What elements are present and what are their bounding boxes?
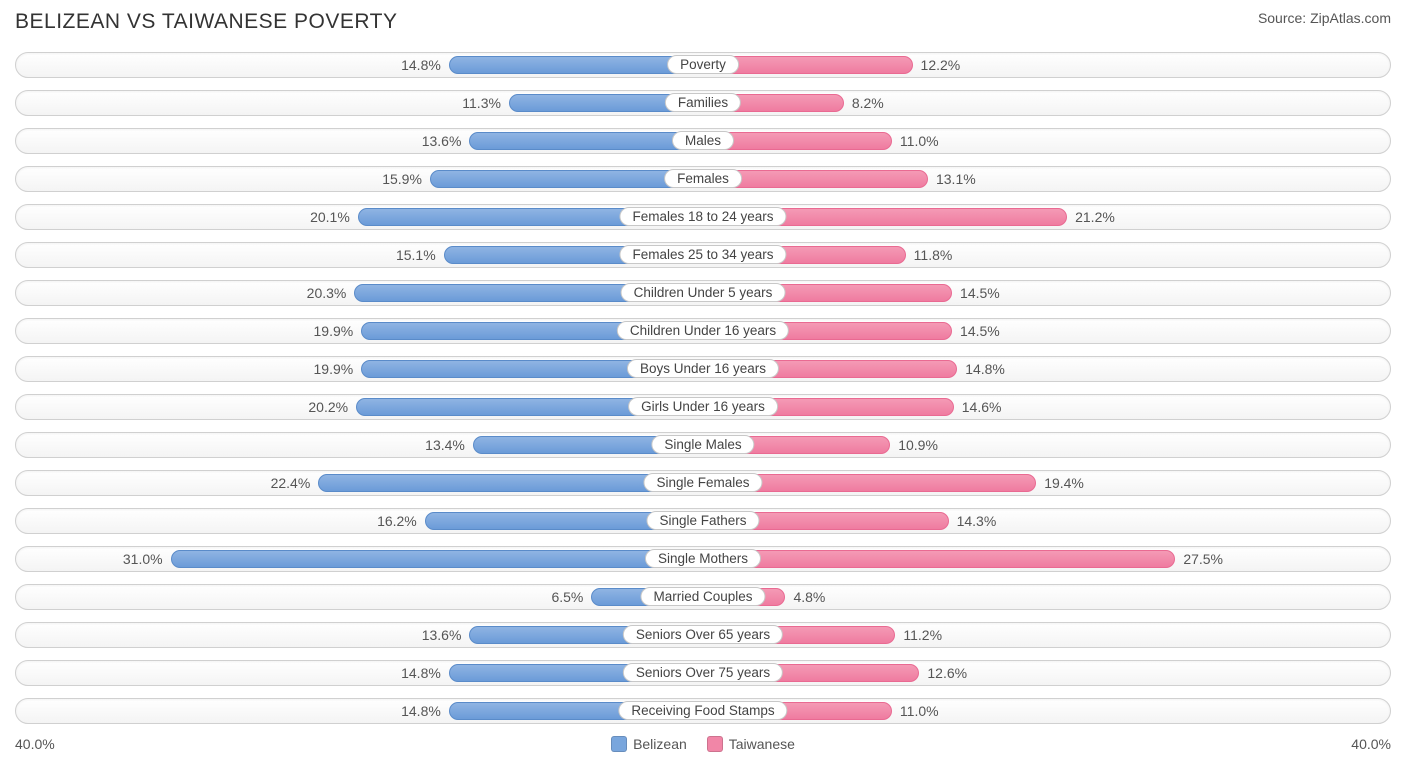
- category-label: Boys Under 16 years: [627, 359, 779, 378]
- bar-left: [469, 132, 703, 150]
- legend-swatch-right: [707, 736, 723, 752]
- category-label: Seniors Over 65 years: [623, 625, 783, 644]
- bar-left: [449, 56, 703, 74]
- value-label-left: 16.2%: [377, 513, 417, 529]
- bar-row: 31.0% 27.5% Single Mothers: [15, 546, 1391, 572]
- bar-row: 16.2% 14.3% Single Fathers: [15, 508, 1391, 534]
- bar-row: 15.9% 13.1% Females: [15, 166, 1391, 192]
- category-label: Females: [664, 169, 742, 188]
- value-label-right: 11.0%: [900, 133, 939, 149]
- value-label-left: 11.3%: [462, 95, 501, 111]
- value-label-right: 11.0%: [900, 703, 939, 719]
- value-label-left: 13.6%: [422, 627, 462, 643]
- bar-row: 19.9% 14.8% Boys Under 16 years: [15, 356, 1391, 382]
- value-label-right: 11.8%: [914, 247, 953, 263]
- category-label: Families: [665, 93, 741, 112]
- chart-title: BELIZEAN VS TAIWANESE POVERTY: [15, 10, 398, 34]
- bar-row: 13.4% 10.9% Single Males: [15, 432, 1391, 458]
- bar-row: 13.6% 11.0% Males: [15, 128, 1391, 154]
- value-label-left: 13.4%: [425, 437, 465, 453]
- value-label-right: 11.2%: [903, 627, 942, 643]
- legend: Belizean Taiwanese: [611, 736, 795, 752]
- category-label: Poverty: [667, 55, 739, 74]
- value-label-left: 22.4%: [271, 475, 311, 491]
- category-label: Single Mothers: [645, 549, 761, 568]
- chart-header: BELIZEAN VS TAIWANESE POVERTY Source: Zi…: [15, 10, 1391, 34]
- value-label-left: 19.9%: [314, 323, 354, 339]
- bar-right: [703, 550, 1175, 568]
- value-label-left: 14.8%: [401, 703, 441, 719]
- value-label-left: 31.0%: [123, 551, 163, 567]
- legend-item-right: Taiwanese: [707, 736, 795, 752]
- category-label: Females 18 to 24 years: [619, 207, 786, 226]
- category-label: Females 25 to 34 years: [619, 245, 786, 264]
- bar-left: [430, 170, 703, 188]
- legend-label-right: Taiwanese: [729, 736, 795, 752]
- legend-swatch-left: [611, 736, 627, 752]
- category-label: Seniors Over 75 years: [623, 663, 783, 682]
- value-label-left: 14.8%: [401, 57, 441, 73]
- chart-area: 14.8%12.2%Poverty11.3%8.2%Families13.6%1…: [15, 52, 1391, 724]
- bar-row: 11.3% 8.2% Families: [15, 90, 1391, 116]
- axis-right-max: 40.0%: [1351, 736, 1391, 752]
- category-label: Children Under 5 years: [621, 283, 786, 302]
- value-label-left: 13.6%: [422, 133, 462, 149]
- category-label: Single Males: [651, 435, 754, 454]
- bar-row: 13.6% 11.2% Seniors Over 65 years: [15, 622, 1391, 648]
- legend-item-left: Belizean: [611, 736, 687, 752]
- value-label-right: 14.5%: [960, 323, 1000, 339]
- value-label-right: 13.1%: [936, 171, 976, 187]
- value-label-right: 14.3%: [957, 513, 997, 529]
- value-label-left: 6.5%: [551, 589, 583, 605]
- category-label: Receiving Food Stamps: [618, 701, 787, 720]
- category-label: Single Fathers: [646, 511, 759, 530]
- bar-row: 20.3% 14.5% Children Under 5 years: [15, 280, 1391, 306]
- bar-row: 6.5% 4.8% Married Couples: [15, 584, 1391, 610]
- value-label-left: 19.9%: [314, 361, 354, 377]
- value-label-left: 20.2%: [308, 399, 348, 415]
- bar-row: 14.8% 12.6% Seniors Over 75 years: [15, 660, 1391, 686]
- category-label: Girls Under 16 years: [628, 397, 778, 416]
- axis-left-max: 40.0%: [15, 736, 55, 752]
- chart-footer: 40.0% Belizean Taiwanese 40.0%: [15, 736, 1391, 752]
- bar-row: 14.8% 11.0% Receiving Food Stamps: [15, 698, 1391, 724]
- category-label: Males: [672, 131, 734, 150]
- value-label-right: 12.6%: [927, 665, 967, 681]
- legend-label-left: Belizean: [633, 736, 687, 752]
- value-label-right: 12.2%: [921, 57, 961, 73]
- bar-left: [171, 550, 703, 568]
- value-label-right: 4.8%: [793, 589, 825, 605]
- value-label-left: 20.1%: [310, 209, 350, 225]
- value-label-right: 14.8%: [965, 361, 1005, 377]
- value-label-left: 15.9%: [382, 171, 422, 187]
- category-label: Married Couples: [640, 587, 765, 606]
- bar-row: 20.1% 21.2% Females 18 to 24 years: [15, 204, 1391, 230]
- bar-row: 20.2% 14.6% Girls Under 16 years: [15, 394, 1391, 420]
- chart-source: Source: ZipAtlas.com: [1258, 10, 1391, 26]
- value-label-left: 20.3%: [307, 285, 347, 301]
- value-label-left: 15.1%: [396, 247, 436, 263]
- category-label: Single Females: [643, 473, 762, 492]
- value-label-right: 14.6%: [962, 399, 1002, 415]
- category-label: Children Under 16 years: [617, 321, 789, 340]
- value-label-right: 19.4%: [1044, 475, 1084, 491]
- bar-row: 19.9% 14.5% Children Under 16 years: [15, 318, 1391, 344]
- value-label-right: 14.5%: [960, 285, 1000, 301]
- value-label-right: 8.2%: [852, 95, 884, 111]
- value-label-left: 14.8%: [401, 665, 441, 681]
- value-label-right: 10.9%: [898, 437, 938, 453]
- bar-row: 22.4% 19.4% Single Females: [15, 470, 1391, 496]
- bar-row: 15.1% 11.8% Females 25 to 34 years: [15, 242, 1391, 268]
- value-label-right: 21.2%: [1075, 209, 1115, 225]
- bar-row: 14.8% 12.2% Poverty: [15, 52, 1391, 78]
- value-label-right: 27.5%: [1183, 551, 1223, 567]
